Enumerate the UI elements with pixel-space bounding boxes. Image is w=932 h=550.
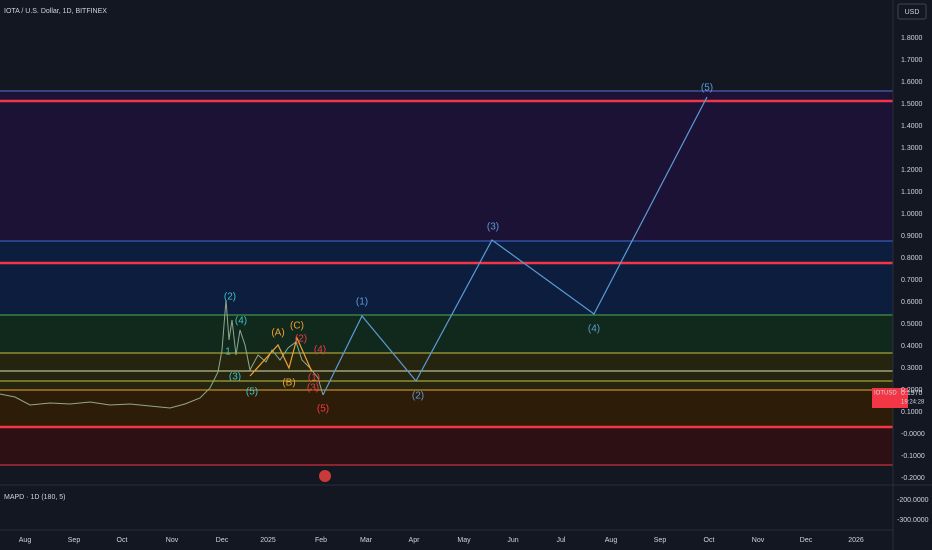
time-tick-label: Sep bbox=[68, 537, 81, 544]
price-tick-label: 1.0000 bbox=[901, 211, 923, 218]
wave-projection bbox=[322, 96, 708, 396]
indicator-tick-label: -300.0000 bbox=[897, 517, 929, 524]
wave-label: 1 bbox=[225, 347, 231, 358]
band bbox=[0, 241, 893, 315]
time-tick-label: Nov bbox=[752, 537, 765, 544]
band bbox=[0, 427, 893, 465]
time-tick-label: Jun bbox=[507, 537, 518, 544]
indicator-label: MAPD · 1D (180, 5) bbox=[4, 494, 65, 501]
time-tick-label: Oct bbox=[117, 537, 128, 544]
wave-label: (3) bbox=[229, 372, 241, 383]
wave-label: (C) bbox=[290, 321, 304, 332]
symbol-title: IOTA / U.S. Dollar, 1D, BITFINEX bbox=[4, 8, 107, 15]
wave-label: (4) bbox=[588, 324, 600, 335]
price-tag-symbol: IOTUSD bbox=[874, 391, 897, 397]
time-tick-label: Dec bbox=[800, 537, 813, 544]
price-tag-countdown: 19:24:28 bbox=[901, 400, 925, 406]
price-tick-label: 0.6000 bbox=[901, 299, 923, 306]
time-tick-label: May bbox=[457, 537, 471, 544]
price-tick-label: -0.1000 bbox=[901, 453, 925, 460]
band bbox=[0, 91, 893, 241]
currency-button[interactable] bbox=[897, 3, 927, 20]
price-history bbox=[0, 299, 324, 409]
price-tick-label: 1.2000 bbox=[901, 167, 923, 174]
price-tick-label: 1.6000 bbox=[901, 79, 923, 86]
time-tick-label: Jul bbox=[557, 537, 566, 544]
price-tick-label: 0.5000 bbox=[901, 321, 923, 328]
wave-label: (A) bbox=[271, 328, 284, 339]
price-tick-label: 1.8000 bbox=[901, 35, 923, 42]
band bbox=[0, 315, 893, 353]
price-tick-label: 1.5000 bbox=[901, 101, 923, 108]
price-tick-label: 1.7000 bbox=[901, 57, 923, 64]
wave-label: (4) bbox=[314, 345, 326, 356]
time-tick-label: Aug bbox=[19, 537, 32, 544]
price-tag bbox=[872, 388, 908, 408]
time-tick-label: 2026 bbox=[848, 537, 864, 544]
wave-label: (5) bbox=[701, 83, 713, 94]
price-tick-label: 0.7000 bbox=[901, 277, 923, 284]
wave-label: (1) bbox=[356, 297, 368, 308]
price-tick-label: 1.1000 bbox=[901, 189, 923, 196]
event-marker[interactable] bbox=[319, 470, 331, 482]
wave-label: (1) bbox=[308, 373, 320, 384]
wave-label: (3) bbox=[487, 222, 499, 233]
wave-label: (3) bbox=[307, 383, 319, 394]
wave-label: (5) bbox=[246, 387, 258, 398]
price-tick-label: 1.4000 bbox=[901, 123, 923, 130]
time-tick-label: 2025 bbox=[260, 537, 276, 544]
wave-label: (4) bbox=[235, 316, 247, 327]
indicator-tick-label: -200.0000 bbox=[897, 497, 929, 504]
level-lines bbox=[0, 90, 893, 466]
price-tick-label: 0.4000 bbox=[901, 343, 923, 350]
price-tag-price: 0.1970 bbox=[901, 390, 923, 397]
price-tick-label: 0.2000 bbox=[901, 387, 923, 394]
wave-label: (2) bbox=[412, 391, 424, 402]
price-tick-label: 0.9000 bbox=[901, 233, 923, 240]
wave-abc bbox=[249, 336, 313, 377]
price-tick-label: 1.3000 bbox=[901, 145, 923, 152]
time-tick-label: Oct bbox=[704, 537, 715, 544]
price-tick-label: -0.2000 bbox=[901, 475, 925, 482]
wave-label: (2) bbox=[224, 292, 236, 303]
time-tick-label: Aug bbox=[605, 537, 618, 544]
currency[interactable]: USD bbox=[905, 9, 920, 16]
time-tick-label: Apr bbox=[409, 537, 421, 544]
time-tick-label: Feb bbox=[315, 537, 327, 544]
time-tick-label: Nov bbox=[166, 537, 179, 544]
wave-label: (5) bbox=[317, 404, 329, 415]
time-tick-label: Dec bbox=[216, 537, 229, 544]
price-tick-label: 0.3000 bbox=[901, 365, 923, 372]
price-tick-label: -0.0000 bbox=[901, 431, 925, 438]
wave-label: (2) bbox=[295, 334, 307, 345]
time-tick-label: Mar bbox=[360, 537, 373, 544]
time-tick-label: Sep bbox=[654, 537, 667, 544]
price-tick-label: 0.1000 bbox=[901, 409, 923, 416]
band bbox=[0, 390, 893, 427]
wave-label: (B) bbox=[282, 378, 295, 389]
price-tick-label: 0.8000 bbox=[901, 255, 923, 262]
